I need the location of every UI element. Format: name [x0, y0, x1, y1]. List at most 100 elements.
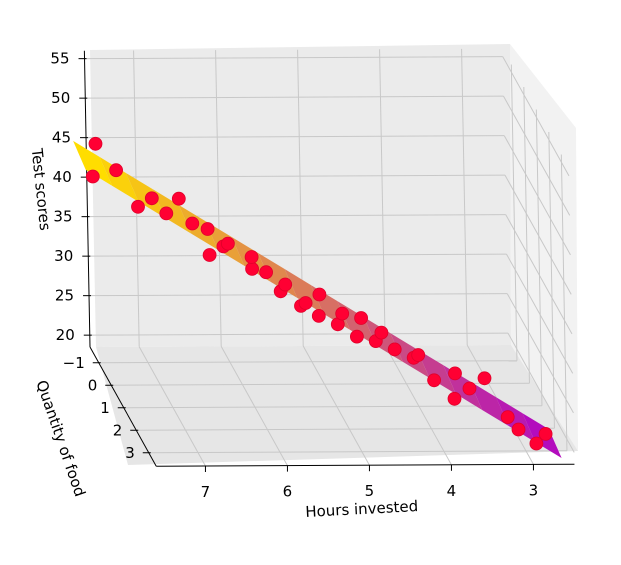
plane-segment [496, 397, 536, 442]
data-point [244, 250, 259, 264]
x-grid-line-floor [302, 345, 370, 466]
data-point [462, 381, 477, 396]
data-point [278, 277, 293, 292]
x-grid-line [461, 48, 468, 346]
x-tick-label: 5 [365, 482, 375, 500]
z-tick-label: 50 [51, 89, 70, 107]
data-point [200, 222, 215, 236]
y-grid-line-floor [123, 405, 542, 409]
scatter-points [85, 136, 553, 451]
data-point [220, 236, 235, 251]
z-axis-line [83, 50, 91, 348]
z-tick-label: 55 [50, 50, 69, 68]
x-tick-label: 4 [447, 482, 457, 500]
data-point [312, 287, 327, 302]
data-point [529, 436, 544, 451]
data-point [259, 265, 274, 280]
data-point [88, 136, 103, 151]
y-grid-line-floor [148, 450, 567, 454]
x-grid-line [379, 49, 386, 346]
data-point [144, 191, 159, 206]
z-grid-line [88, 253, 507, 257]
z-grid-line [86, 174, 505, 178]
data-point [245, 261, 260, 276]
plane-segment [284, 269, 324, 314]
y-axis-line [89, 346, 157, 467]
axes [78, 50, 575, 473]
x-tick-label: 7 [201, 483, 211, 501]
data-point [202, 248, 217, 262]
z-grid-line [84, 56, 503, 60]
x-axis-line [156, 463, 575, 467]
z-grid-line-back [502, 56, 570, 177]
data-point [349, 329, 364, 344]
data-point [477, 371, 492, 386]
z-grid-line-back [504, 174, 572, 295]
plane-segment [73, 140, 113, 186]
z-tick-label: 40 [53, 168, 72, 186]
z-grid-line-back [507, 332, 575, 453]
data-point [335, 306, 350, 321]
data-point [171, 191, 186, 206]
z-grid-line-back [503, 135, 571, 256]
y-grid-line-back [535, 109, 543, 406]
x-axis-label: Hours invested [305, 497, 419, 521]
z-tick-label: 45 [52, 129, 71, 147]
data-point [354, 311, 369, 325]
z-grid-line [85, 95, 504, 99]
y-tick-label: 1 [100, 399, 110, 417]
z-grid-line [86, 135, 505, 139]
z-tick-label: 35 [53, 208, 72, 226]
plane-segment [469, 381, 509, 426]
data-point [500, 410, 515, 425]
z-axis-label: Test scores [28, 147, 55, 232]
data-point [85, 169, 100, 184]
y-tick-label: 3 [125, 444, 135, 462]
y-grid-line-back [510, 64, 518, 361]
plane-segment [99, 156, 139, 202]
z-tick-label: 30 [54, 247, 73, 265]
plane-segment [416, 349, 456, 394]
x-grid-line-floor [138, 346, 206, 467]
data-point [374, 325, 389, 340]
z-tick-label: 25 [55, 287, 74, 305]
data-point [185, 216, 200, 231]
z-grid-line [89, 332, 508, 336]
x-grid-line-floor [384, 345, 452, 466]
y-grid-line-back [548, 131, 555, 429]
data-point [411, 348, 426, 362]
data-point [131, 199, 145, 214]
data-point [311, 308, 326, 323]
y-tick-label: 0 [88, 376, 98, 394]
y-grid-line-floor [98, 360, 517, 364]
z-grid-line-back [503, 95, 571, 216]
z-grid-line [87, 214, 506, 218]
data-point [109, 163, 123, 178]
plane-segment [125, 173, 165, 218]
grid-lines [84, 48, 575, 467]
back-pane [510, 44, 578, 451]
y-tick-label: −1 [63, 354, 85, 372]
x-grid-line-floor [220, 346, 288, 466]
x-grid-line [215, 50, 222, 347]
y-grid-line-back [523, 86, 530, 384]
x-tick-label: 6 [283, 483, 293, 501]
z-grid-line-back [506, 293, 574, 414]
y-grid-line-back [560, 154, 568, 451]
data-point [447, 391, 462, 406]
y-grid-line-floor [136, 427, 555, 431]
z-grid-line-back [505, 214, 573, 335]
data-point [538, 426, 553, 441]
y-tick-label: 2 [113, 421, 123, 439]
data-point [448, 366, 462, 381]
z-tick-label: 20 [56, 326, 75, 344]
data-point [159, 206, 174, 221]
x-tick-label: 3 [529, 481, 539, 499]
plane-segment [178, 205, 218, 250]
data-point [427, 373, 442, 388]
z-grid-line-back [506, 253, 574, 374]
data-point [298, 296, 313, 310]
y-axis-label: Quantity of food [32, 378, 89, 499]
